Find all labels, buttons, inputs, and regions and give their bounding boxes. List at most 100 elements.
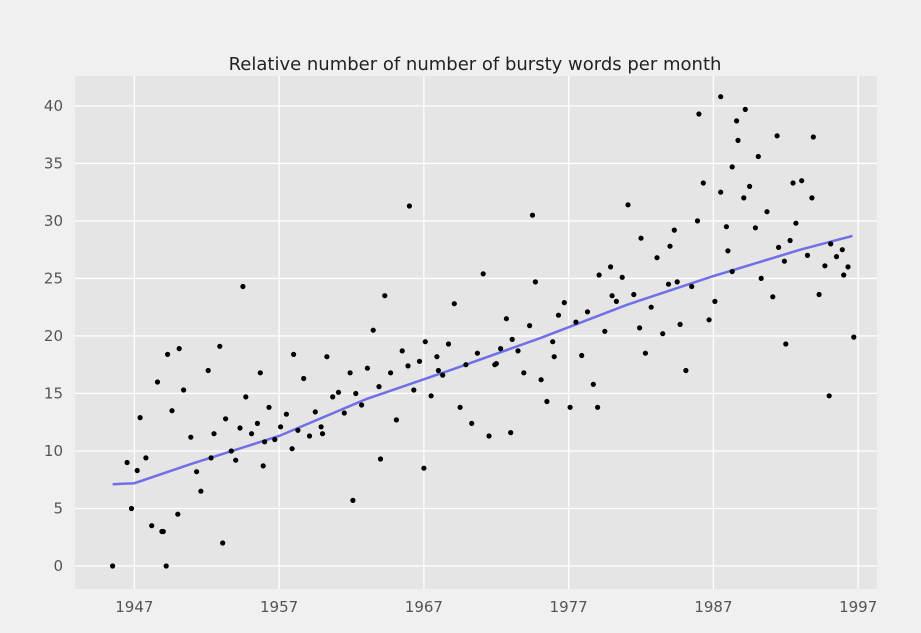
x-tick-label: 1957 [260,598,298,616]
data-point [493,361,499,367]
data-point [154,379,161,385]
y-tick-label: 25 [44,269,63,287]
data-point [463,362,469,368]
data-point [350,497,356,503]
data-point [393,417,399,423]
data-point [595,404,601,410]
data-point [370,327,376,333]
data-point [163,563,169,569]
data-point [411,387,417,393]
data-point [758,275,764,281]
data-point [249,431,255,437]
data-point [793,220,799,226]
data-point [176,346,182,352]
data-point [312,409,318,415]
data-point [774,133,780,139]
y-axis-ticks: 0 5 10 15 20 25 30 35 40 [44,97,63,575]
data-point [579,352,585,359]
data-point [198,488,204,494]
data-point [508,430,514,436]
data-point [764,209,770,215]
data-point [826,393,832,399]
data-point [474,350,480,356]
data-point [677,321,683,327]
data-point [457,404,463,410]
data-point [169,408,175,414]
data-point [319,431,326,437]
data-point [573,319,579,325]
data-point [596,272,602,278]
data-point [735,137,741,143]
data-point [851,334,857,340]
data-point [706,317,712,323]
data-point [291,351,297,357]
data-point [667,243,673,249]
data-point [747,183,753,189]
data-point [416,358,423,364]
data-point [301,375,307,382]
data-point [790,180,796,186]
data-point [816,291,822,298]
data-point [428,393,434,399]
gridlines [75,76,877,589]
data-point [828,241,834,247]
data-point [608,264,614,270]
data-point [440,372,446,378]
data-point [220,540,226,546]
data-point [435,367,441,374]
data-point [341,410,347,416]
trend-line [112,234,853,486]
data-point [781,258,788,264]
data-point [377,456,384,462]
data-point [550,339,556,345]
y-tick-label: 35 [44,154,63,172]
data-point [110,563,116,569]
y-tick-label: 15 [44,384,63,402]
data-point [619,274,625,280]
data-point [205,367,211,374]
data-point [671,227,677,233]
data-point [262,439,268,445]
data-point [609,293,615,299]
data-point [237,425,243,431]
data-point [567,404,573,410]
data-point [306,433,313,439]
data-point [833,254,840,260]
data-point [335,389,342,395]
data-point [347,370,353,376]
data-point [725,248,731,254]
chart-title: Relative number of number of bursty word… [229,54,722,75]
data-point [613,298,620,304]
data-point [503,316,509,322]
data-point [240,283,246,290]
data-point [718,94,724,100]
y-tick-label: 5 [53,499,63,517]
data-point [353,390,359,397]
data-point [637,325,643,331]
data-point [124,459,130,466]
data-point [742,106,748,112]
data-point [660,331,666,337]
data-point [451,301,457,307]
data-point [804,252,811,258]
data-point [631,291,637,298]
data-point [208,455,214,461]
data-point [243,394,249,400]
data-point [839,247,845,253]
data-point [683,367,689,374]
y-tick-label: 20 [44,327,63,345]
data-point [521,370,527,376]
data-point [266,404,272,410]
data-point [134,467,140,474]
data-point [538,377,544,383]
y-tick-label: 10 [44,442,63,460]
data-point [555,312,562,318]
data-point [752,225,759,231]
data-point [382,293,388,299]
data-point [223,416,229,422]
data-point [295,427,301,433]
data-point [324,354,330,360]
y-tick-label: 40 [44,97,63,115]
data-point [175,511,181,517]
data-point [376,384,382,390]
